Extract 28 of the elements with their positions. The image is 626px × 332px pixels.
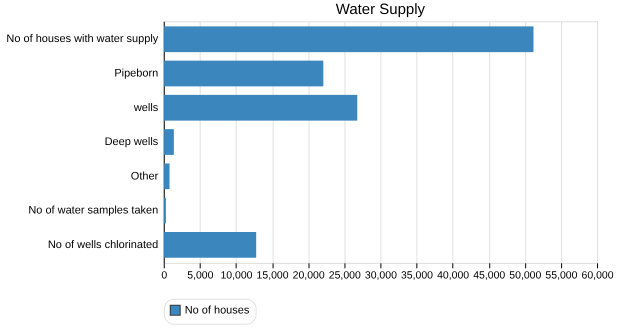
bar xyxy=(164,94,358,121)
y-tick-label: No of water samples taken xyxy=(28,204,158,217)
y-tick-label: No of wells chlorinated xyxy=(48,238,158,251)
x-tick-label: 30,000 xyxy=(364,270,398,282)
x-tick-label: 25,000 xyxy=(328,270,361,282)
y-tick-label: Deep wells xyxy=(104,136,159,148)
y-tick-label: Pipeborn xyxy=(114,67,158,80)
bar xyxy=(164,232,256,258)
bar xyxy=(164,129,174,155)
y-tick-label: No of houses with water supply xyxy=(6,33,159,46)
x-tick-label: 5,000 xyxy=(187,270,214,282)
y-tick-label: wells xyxy=(132,102,159,114)
bar xyxy=(164,163,170,190)
x-tick-label: 50,000 xyxy=(509,270,542,282)
legend-label: No of houses xyxy=(184,304,250,316)
x-tick-label: 35,000 xyxy=(400,270,434,282)
x-tick-label: 40,000 xyxy=(437,270,470,282)
bar xyxy=(164,60,324,86)
bar xyxy=(164,26,534,52)
x-tick-label: 55,000 xyxy=(545,270,578,282)
x-tick-label: 20,000 xyxy=(292,270,325,282)
y-tick-label: Other xyxy=(130,170,159,182)
x-tick-label: 0 xyxy=(161,270,168,282)
x-tick-label: 10,000 xyxy=(220,270,253,282)
chart-title: Water Supply xyxy=(336,1,426,18)
x-tick-label: 60,000 xyxy=(582,270,614,282)
x-tick-label: 15,000 xyxy=(256,270,289,282)
x-tick-label: 45,000 xyxy=(473,270,506,282)
